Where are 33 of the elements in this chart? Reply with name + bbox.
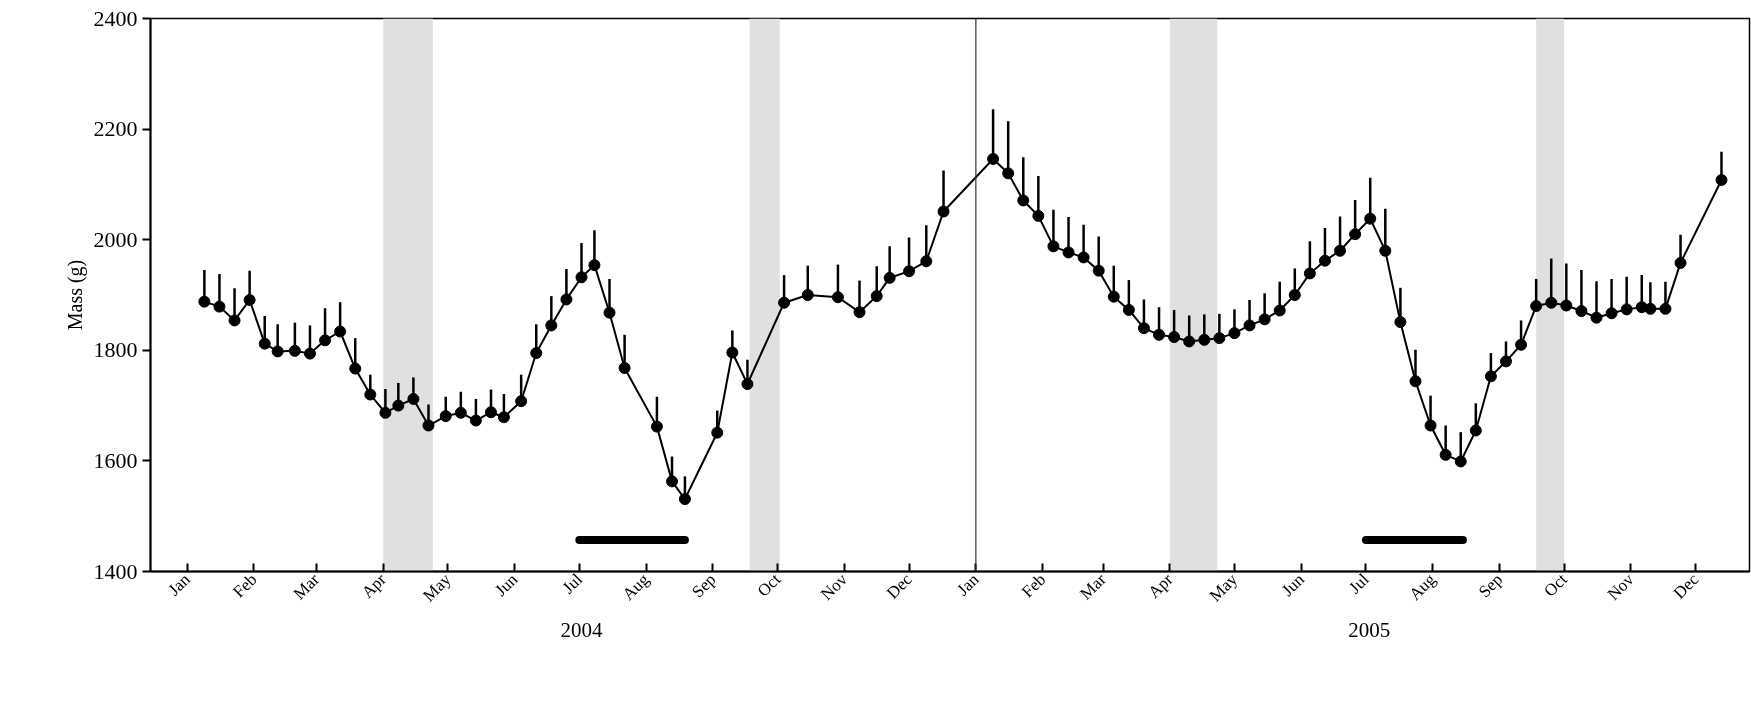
x-tick-label: Oct: [1540, 569, 1572, 601]
x-tick-label: Apr: [357, 569, 391, 602]
x-tick-label: Feb: [1017, 569, 1050, 602]
text: 2004: [560, 617, 603, 642]
y-axis-title: Mass (g): [63, 259, 87, 331]
x-tick-label: Dec: [1669, 569, 1703, 603]
x-tick-label: Aug: [1405, 569, 1440, 604]
x-tick-label: Oct: [753, 569, 785, 601]
y-tick-label: 1600: [93, 447, 138, 473]
y-tick-label: 1800: [93, 337, 138, 363]
x-tick-label: May: [419, 569, 455, 606]
x-tick-label: Mar: [289, 569, 324, 604]
x-tick-label: Mar: [1076, 569, 1110, 604]
x-tick-label: Dec: [882, 569, 917, 603]
x-tick-label: May: [1205, 569, 1242, 606]
x-tick-label: Feb: [229, 569, 261, 602]
x-tick-label: Jan: [953, 569, 983, 600]
x-tick-label: Jun: [1277, 569, 1309, 600]
x-tick-label: Jun: [491, 569, 522, 600]
x-tick-label: Jan: [164, 569, 195, 600]
x-tick-label: Jul: [1345, 569, 1373, 598]
y-tick-label: 1400: [93, 558, 138, 584]
x-tick-label: Aug: [618, 569, 654, 604]
y-tick-label: 2000: [93, 226, 138, 252]
y-tick-label: 2200: [93, 116, 138, 142]
x-tick-label: Jul: [558, 569, 587, 598]
text: 2005: [1348, 617, 1391, 642]
x-tick-label: Sep: [1474, 569, 1507, 602]
x-tick-label: Sep: [688, 569, 720, 602]
y-tick-label: 2400: [93, 5, 138, 31]
x-tick-label: Nov: [816, 569, 852, 604]
x-tick-label: Apr: [1144, 569, 1177, 602]
x-tick-label: Nov: [1603, 569, 1639, 604]
